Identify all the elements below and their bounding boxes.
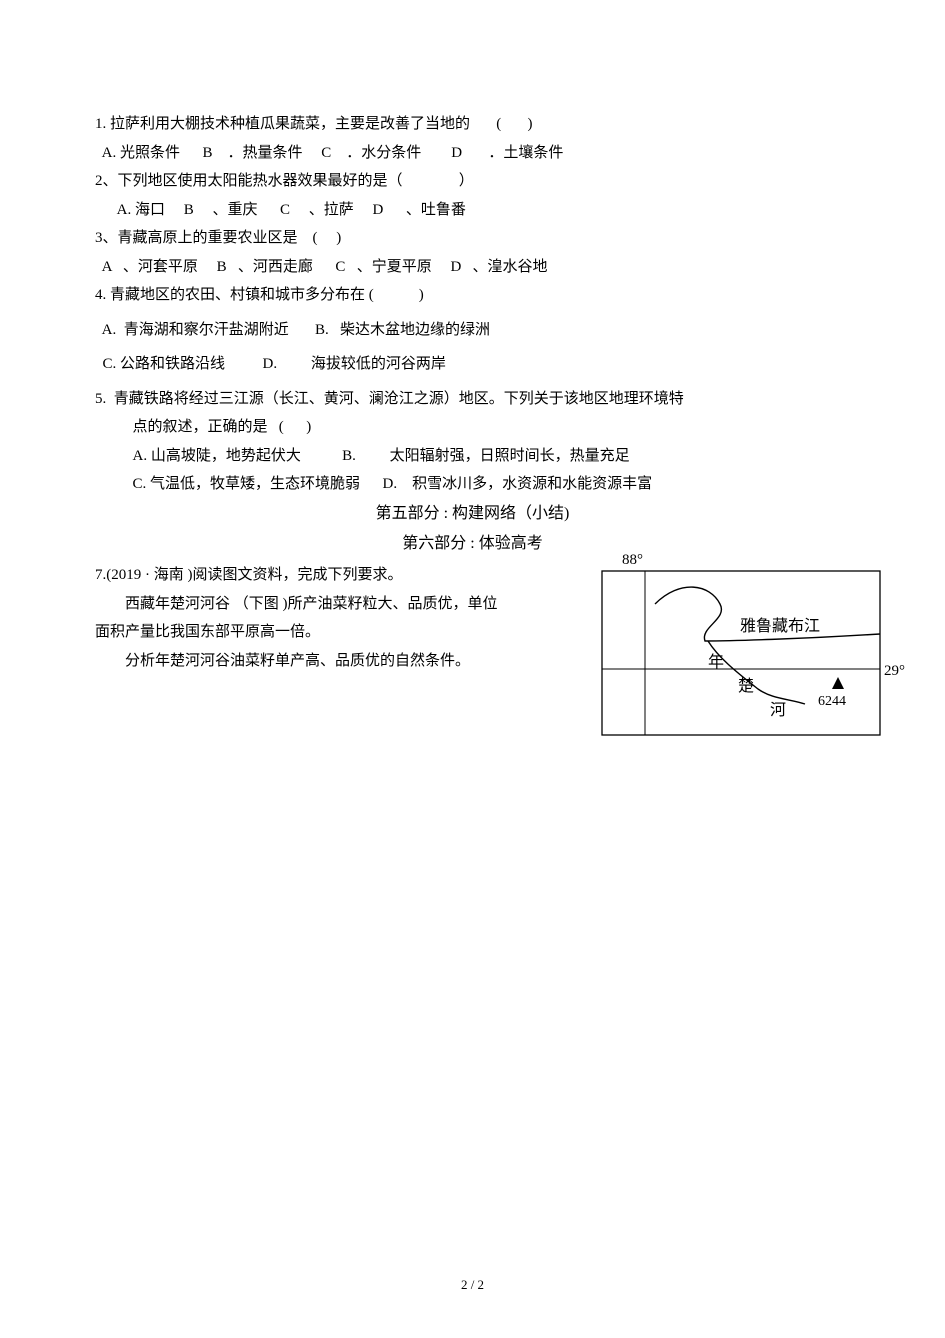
q1-options: A. 光照条件 B ．热量条件 C ．水分条件 D ．土壤条件 — [95, 139, 850, 168]
q7-text: 7.(2019 · 海南 )阅读图文资料，完成下列要求。 西藏年楚河河谷 （下图… — [95, 561, 555, 675]
q3-options: A 、河套平原 B 、河西走廊 C 、宁夏平原 D 、湟水谷地 — [95, 253, 850, 282]
map-figure: 88° 29° 雅鲁藏布江 年 楚 河 6244 — [600, 549, 910, 749]
q7-line2: 西藏年楚河河谷 （下图 )所产油菜籽粒大、品质优，单位 — [95, 590, 555, 619]
section-5-heading: 第五部分 : 构建网络（小结) — [95, 499, 850, 529]
peak-label: 6244 — [818, 694, 846, 709]
q2-options: A. 海口 B 、重庆 C 、拉萨 D 、吐鲁番 — [95, 196, 850, 225]
q7-line4: 分析年楚河河谷油菜籽单产高、品质优的自然条件。 — [95, 647, 555, 676]
q7-block: 7.(2019 · 海南 )阅读图文资料，完成下列要求。 西藏年楚河河谷 （下图… — [95, 561, 850, 675]
q4-options-row1: A. 青海湖和察尔汗盐湖附近 B. 柴达木盆地边缘的绿洲 — [95, 316, 850, 345]
river-nianchu-char3: 河 — [770, 701, 786, 719]
map-frame — [602, 571, 880, 735]
q7-line1: 7.(2019 · 海南 )阅读图文资料，完成下列要求。 — [95, 561, 555, 590]
river-nianchu — [708, 641, 805, 704]
page-footer: 2 / 2 — [0, 1273, 945, 1298]
peak-icon — [832, 677, 844, 689]
river-nianchu-char2: 楚 — [738, 677, 754, 695]
q7-line3: 面积产量比我国东部平原高一倍。 — [95, 618, 555, 647]
q3-stem: 3、青藏高原上的重要农业区是 ( ) — [95, 224, 850, 253]
map-lon-label: 88° — [622, 552, 643, 568]
river-yarlung-label: 雅鲁藏布江 — [740, 617, 820, 635]
q5-stem-line1: 5. 青藏铁路将经过三江源（长江、黄河、澜沧江之源）地区。下列关于该地区地理环境… — [95, 385, 850, 414]
map-lat-label: 29° — [884, 663, 905, 679]
q4-options-row2: C. 公路和铁路沿线 D. 海拔较低的河谷两岸 — [95, 350, 850, 379]
river-nianchu-char1: 年 — [708, 653, 724, 671]
q4-stem: 4. 青藏地区的农田、村镇和城市多分布在 ( ) — [95, 281, 850, 310]
map-svg: 88° 29° 雅鲁藏布江 年 楚 河 6244 — [600, 549, 910, 749]
q5-options-row2: C. 气温低，牧草矮，生态环境脆弱 D. 积雪冰川多，水资源和水能资源丰富 — [95, 470, 850, 499]
q2-stem: 2、下列地区使用太阳能热水器效果最好的是（ ） — [95, 167, 850, 196]
q1-stem: 1. 拉萨利用大棚技术种植瓜果蔬菜，主要是改善了当地的 ( ) — [95, 110, 850, 139]
q5-options-row1: A. 山高坡陡，地势起伏大 B. 太阳辐射强，日照时间长，热量充足 — [95, 442, 850, 471]
document-body: 1. 拉萨利用大棚技术种植瓜果蔬菜，主要是改善了当地的 ( ) A. 光照条件 … — [95, 110, 850, 675]
q5-stem-line2: 点的叙述，正确的是 ( ) — [95, 413, 850, 442]
